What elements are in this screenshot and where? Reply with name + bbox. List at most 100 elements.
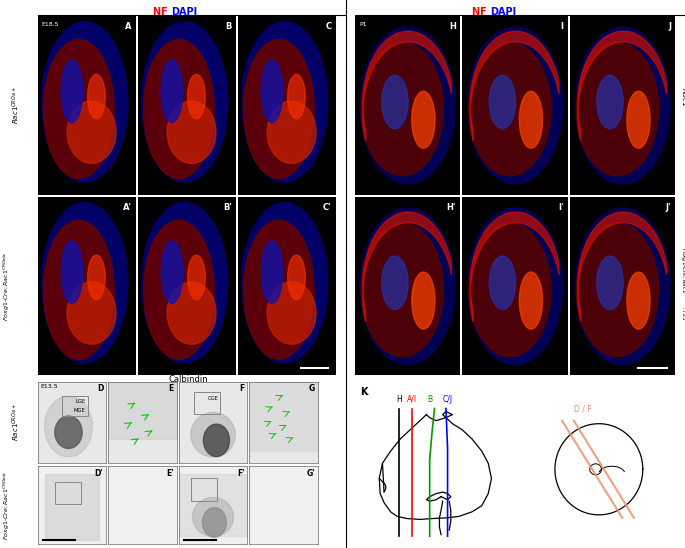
Ellipse shape — [203, 424, 229, 456]
Ellipse shape — [597, 75, 623, 129]
Ellipse shape — [468, 27, 562, 184]
Ellipse shape — [489, 75, 516, 129]
Bar — [194, 392, 220, 414]
Ellipse shape — [360, 208, 455, 365]
Ellipse shape — [469, 42, 551, 176]
Ellipse shape — [188, 255, 206, 300]
Text: A': A' — [123, 203, 132, 212]
Ellipse shape — [144, 39, 214, 179]
Ellipse shape — [45, 396, 92, 457]
Text: P1: P1 — [359, 22, 366, 27]
Ellipse shape — [44, 220, 114, 359]
Text: I: I — [560, 22, 564, 31]
Ellipse shape — [67, 101, 116, 163]
Ellipse shape — [49, 484, 88, 534]
Ellipse shape — [575, 27, 670, 184]
Ellipse shape — [167, 101, 216, 163]
Text: H: H — [449, 22, 456, 31]
Text: G: G — [309, 384, 315, 393]
Ellipse shape — [161, 241, 183, 303]
Ellipse shape — [382, 256, 408, 310]
Text: B: B — [225, 22, 232, 31]
Text: DAPI: DAPI — [490, 7, 516, 16]
Ellipse shape — [242, 22, 328, 182]
Text: K: K — [360, 387, 367, 397]
Ellipse shape — [242, 203, 328, 363]
Ellipse shape — [361, 42, 443, 176]
Bar — [191, 478, 217, 501]
Text: $Rac1^{CROa+}$: $Rac1^{CROa+}$ — [678, 87, 685, 124]
Text: D': D' — [95, 469, 103, 478]
Text: F: F — [239, 384, 245, 393]
Ellipse shape — [61, 60, 83, 122]
Ellipse shape — [61, 241, 83, 303]
Text: B': B' — [223, 203, 232, 212]
Ellipse shape — [519, 272, 543, 329]
Ellipse shape — [142, 22, 228, 182]
Ellipse shape — [88, 75, 105, 119]
Text: G': G' — [306, 469, 315, 478]
Text: $Foxg1$-$Cre;Rac1^{CROa/a}$: $Foxg1$-$Cre;Rac1^{CROa/a}$ — [1, 471, 12, 540]
Text: J: J — [668, 22, 671, 31]
Bar — [55, 482, 81, 504]
Ellipse shape — [489, 256, 516, 310]
Text: A: A — [125, 22, 132, 31]
Text: $Foxg1$-$Cre;Rac1^{CROa/a}$: $Foxg1$-$Cre;Rac1^{CROa/a}$ — [1, 252, 12, 321]
Ellipse shape — [468, 208, 562, 365]
Text: D / F: D / F — [574, 404, 591, 413]
Text: B: B — [427, 395, 432, 404]
Ellipse shape — [361, 223, 443, 357]
Text: E18.5: E18.5 — [42, 22, 59, 27]
Ellipse shape — [188, 75, 206, 119]
Ellipse shape — [576, 223, 658, 357]
Ellipse shape — [267, 101, 316, 163]
Ellipse shape — [161, 60, 183, 122]
Ellipse shape — [42, 22, 128, 182]
Ellipse shape — [382, 75, 408, 129]
Text: $Foxg1$-$Cre;Rac1^{CROa/a};Fz3^{HA}$: $Foxg1$-$Cre;Rac1^{CROa/a};Fz3^{HA}$ — [678, 247, 685, 326]
Text: NF: NF — [153, 7, 171, 16]
Ellipse shape — [142, 203, 228, 363]
Text: C: C — [325, 22, 332, 31]
Text: $Rac1^{CROa+}$: $Rac1^{CROa+}$ — [11, 403, 22, 442]
Text: MGE: MGE — [73, 408, 85, 413]
Ellipse shape — [412, 272, 435, 329]
Ellipse shape — [627, 272, 650, 329]
Ellipse shape — [412, 91, 435, 148]
Text: C/J: C/J — [443, 395, 453, 404]
Ellipse shape — [67, 282, 116, 344]
Ellipse shape — [44, 39, 114, 179]
Text: $Rac1^{CROa+}$: $Rac1^{CROa+}$ — [11, 87, 22, 124]
Text: H': H' — [447, 203, 456, 212]
Text: E: E — [169, 384, 174, 393]
Text: DAPI: DAPI — [171, 7, 197, 16]
Ellipse shape — [167, 282, 216, 344]
Text: NF: NF — [472, 7, 490, 16]
Text: E13.5: E13.5 — [40, 384, 58, 390]
Text: F': F' — [237, 469, 245, 478]
Ellipse shape — [261, 241, 283, 303]
Ellipse shape — [288, 75, 306, 119]
Text: C': C' — [323, 203, 332, 212]
Text: Calbindin: Calbindin — [169, 375, 208, 384]
Ellipse shape — [597, 256, 623, 310]
Text: E': E' — [166, 469, 174, 478]
Text: CGE: CGE — [208, 396, 219, 401]
Text: LGE: LGE — [75, 399, 86, 404]
Ellipse shape — [288, 255, 306, 300]
Ellipse shape — [519, 91, 543, 148]
Ellipse shape — [261, 60, 283, 122]
Ellipse shape — [144, 220, 214, 359]
Ellipse shape — [576, 42, 658, 176]
Ellipse shape — [627, 91, 650, 148]
Ellipse shape — [42, 203, 128, 363]
Text: J': J' — [666, 203, 671, 212]
Ellipse shape — [267, 282, 316, 344]
Ellipse shape — [469, 223, 551, 357]
Ellipse shape — [88, 255, 105, 300]
Text: A/I: A/I — [407, 395, 417, 404]
Ellipse shape — [203, 507, 226, 537]
Text: H: H — [396, 395, 401, 404]
Ellipse shape — [55, 416, 82, 448]
Ellipse shape — [190, 413, 236, 457]
